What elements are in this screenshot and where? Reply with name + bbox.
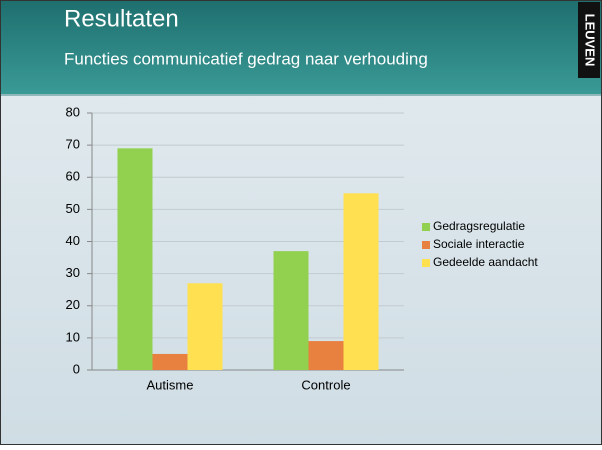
logo: LEUVEN: [583, 14, 598, 67]
chart: 0 10 20 30 40 50 60 70 80 Autisme Controle Gedragsr…: [66, 104, 539, 392]
logo-box: [578, 2, 600, 78]
legend-swatch: [422, 241, 430, 249]
legend-swatch: [422, 223, 430, 231]
legend-swatch: [422, 259, 430, 267]
slide-subtitle: Functies communicatief gedrag naar verho…: [64, 49, 428, 68]
x-tick-label: Controle: [301, 377, 350, 392]
y-tick-label: 70: [66, 137, 80, 152]
legend-label: Gedragsregulatie: [433, 219, 525, 233]
slide-title: Resultaten: [64, 5, 179, 32]
y-tick-label: 30: [66, 265, 80, 280]
y-tick-label: 60: [66, 169, 80, 184]
bar: [187, 283, 223, 370]
x-tick-label: Autisme: [147, 377, 194, 392]
bar: [343, 193, 379, 370]
bar: [308, 341, 344, 370]
y-tick-label: 50: [66, 201, 80, 216]
bar: [117, 148, 153, 370]
y-tick-label: 40: [66, 233, 80, 248]
y-tick-label: 0: [73, 361, 80, 376]
y-tick-label: 20: [66, 297, 80, 312]
y-tick-label: 80: [66, 104, 80, 119]
y-tick-label: 10: [66, 329, 80, 344]
legend-label: Gedeelde aandacht: [433, 255, 538, 269]
bar: [152, 353, 188, 370]
bar: [273, 251, 309, 370]
header-band: [0, 0, 602, 94]
legend-label: Sociale interactie: [433, 237, 525, 251]
